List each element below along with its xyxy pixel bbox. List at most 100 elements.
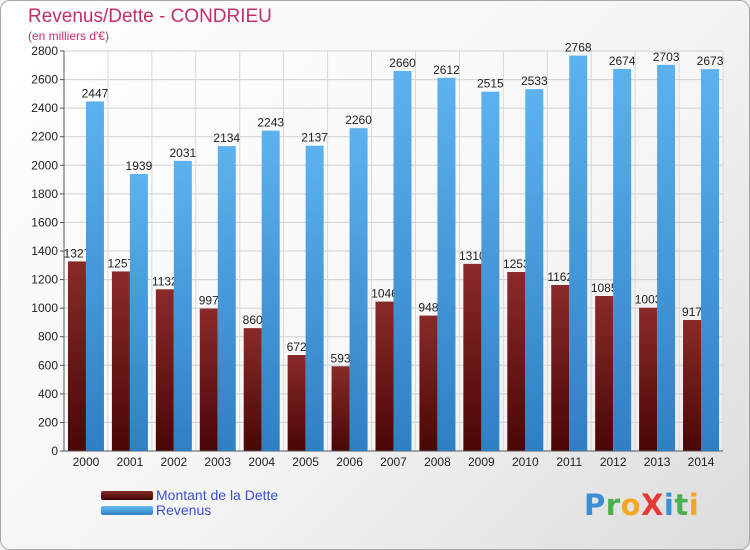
y-tick-label: 2600 xyxy=(31,73,58,87)
bar-revenue xyxy=(173,160,192,451)
data-label-revenue: 2673 xyxy=(697,54,724,68)
y-tick-label: 0 xyxy=(51,444,58,458)
proxiti-logo: ProXiti xyxy=(584,488,699,522)
data-label-revenue: 2134 xyxy=(213,131,240,145)
bar-debt xyxy=(507,272,526,451)
chart-subtitle: (en milliers d'€) xyxy=(28,29,109,43)
x-tick-label: 2008 xyxy=(424,455,451,469)
y-tick-label: 200 xyxy=(38,415,58,429)
data-label-debt: 1310 xyxy=(459,249,486,263)
x-tick-label: 2007 xyxy=(380,455,407,469)
bar-revenue xyxy=(481,91,500,451)
x-tick-label: 2009 xyxy=(468,455,495,469)
data-label-debt: 1162 xyxy=(547,270,573,284)
bar-revenue xyxy=(393,71,412,451)
data-label-debt: 1003 xyxy=(635,293,662,307)
data-label-debt: 1132 xyxy=(152,274,178,288)
data-label-debt: 1257 xyxy=(108,256,135,270)
data-label-revenue: 2447 xyxy=(82,86,109,100)
bar-revenue xyxy=(305,145,324,451)
data-label-debt: 593 xyxy=(331,351,351,365)
bar-revenue xyxy=(525,89,544,452)
bar-debt xyxy=(639,307,658,451)
bar-revenue xyxy=(701,69,720,452)
x-tick-label: 2014 xyxy=(688,455,715,469)
bar-revenue xyxy=(129,174,148,451)
data-label-revenue: 2137 xyxy=(301,131,328,145)
y-tick-label: 1600 xyxy=(31,215,58,229)
legend-label-debt: Montant de la Dette xyxy=(156,487,279,503)
y-tick-label: 2000 xyxy=(31,158,58,172)
legend-label-revenue: Revenus xyxy=(156,502,212,518)
data-label-revenue: 2703 xyxy=(653,50,680,64)
data-label-debt: 1085 xyxy=(591,281,618,295)
bar-debt xyxy=(331,366,350,451)
data-label-revenue: 1939 xyxy=(126,159,153,173)
data-label-revenue: 2660 xyxy=(389,56,416,70)
bar-debt xyxy=(463,263,482,451)
bar-revenue xyxy=(261,130,280,452)
bar-debt xyxy=(419,315,438,451)
y-tick-label: 800 xyxy=(38,330,58,344)
data-label-revenue: 2768 xyxy=(565,41,592,55)
bar-debt xyxy=(551,285,570,451)
bar-debt xyxy=(155,289,174,451)
bar-revenue xyxy=(217,146,236,451)
data-label-revenue: 2612 xyxy=(433,63,460,77)
y-tick-label: 2800 xyxy=(31,44,58,58)
data-label-debt: 997 xyxy=(199,294,219,308)
bar-debt xyxy=(375,301,394,451)
data-label-debt: 1046 xyxy=(371,287,398,301)
x-tick-label: 2003 xyxy=(204,455,231,469)
y-tick-label: 1400 xyxy=(31,244,58,258)
bar-debt xyxy=(243,328,262,451)
bar-debt xyxy=(67,261,86,451)
data-label-revenue: 2515 xyxy=(477,77,504,91)
logo-letter: P xyxy=(584,488,606,522)
bar-debt xyxy=(683,320,702,451)
data-label-revenue: 2243 xyxy=(257,116,284,130)
y-tick-label: 1800 xyxy=(31,187,58,201)
data-label-revenue: 2260 xyxy=(345,113,372,127)
bar-revenue xyxy=(349,128,368,451)
y-tick-label: 1200 xyxy=(31,273,58,287)
data-label-debt: 948 xyxy=(418,301,438,315)
x-tick-label: 2013 xyxy=(644,455,671,469)
x-tick-label: 2004 xyxy=(248,455,275,469)
legend-swatch-revenue xyxy=(101,506,153,515)
bar-revenue xyxy=(569,55,588,451)
logo-letter: i xyxy=(663,488,675,522)
logo-letter: i xyxy=(688,488,700,522)
revenue-bars-overlay: 2447 1939 2031 2134 2243 2137 2260 2660 2612 2515… xyxy=(82,41,724,452)
logo-letter: X xyxy=(641,488,664,522)
y-tick-label: 2400 xyxy=(31,101,58,115)
bar-revenue xyxy=(85,101,104,451)
data-label-debt: 860 xyxy=(243,313,263,327)
logo-letter: t xyxy=(674,488,689,522)
x-tick-label: 2002 xyxy=(160,455,187,469)
data-label-revenue: 2031 xyxy=(169,146,196,160)
logo-letter: o xyxy=(620,488,642,522)
legend-swatch-debt xyxy=(101,491,153,500)
x-tick-label: 2012 xyxy=(600,455,627,469)
bar-revenue xyxy=(613,69,632,451)
bar-debt xyxy=(199,308,218,451)
bar-revenue xyxy=(437,77,456,451)
y-tick-label: 1000 xyxy=(31,301,58,315)
x-tick-label: 2006 xyxy=(336,455,363,469)
chart-title: Revenus/Dette - CONDRIEU xyxy=(28,6,272,27)
data-label-debt: 917 xyxy=(682,305,702,319)
data-label-debt: 1253 xyxy=(503,257,530,271)
data-label-debt: 672 xyxy=(287,340,307,354)
data-label-revenue: 2674 xyxy=(609,54,636,68)
bar-debt xyxy=(111,271,130,451)
data-label-debt: 1327 xyxy=(64,246,91,260)
bar-revenue xyxy=(657,64,676,451)
bar-debt xyxy=(595,296,614,451)
logo-letter: r xyxy=(605,488,621,522)
x-tick-label: 2000 xyxy=(73,455,100,469)
bar-debt xyxy=(287,355,306,451)
x-tick-label: 2011 xyxy=(556,455,582,469)
